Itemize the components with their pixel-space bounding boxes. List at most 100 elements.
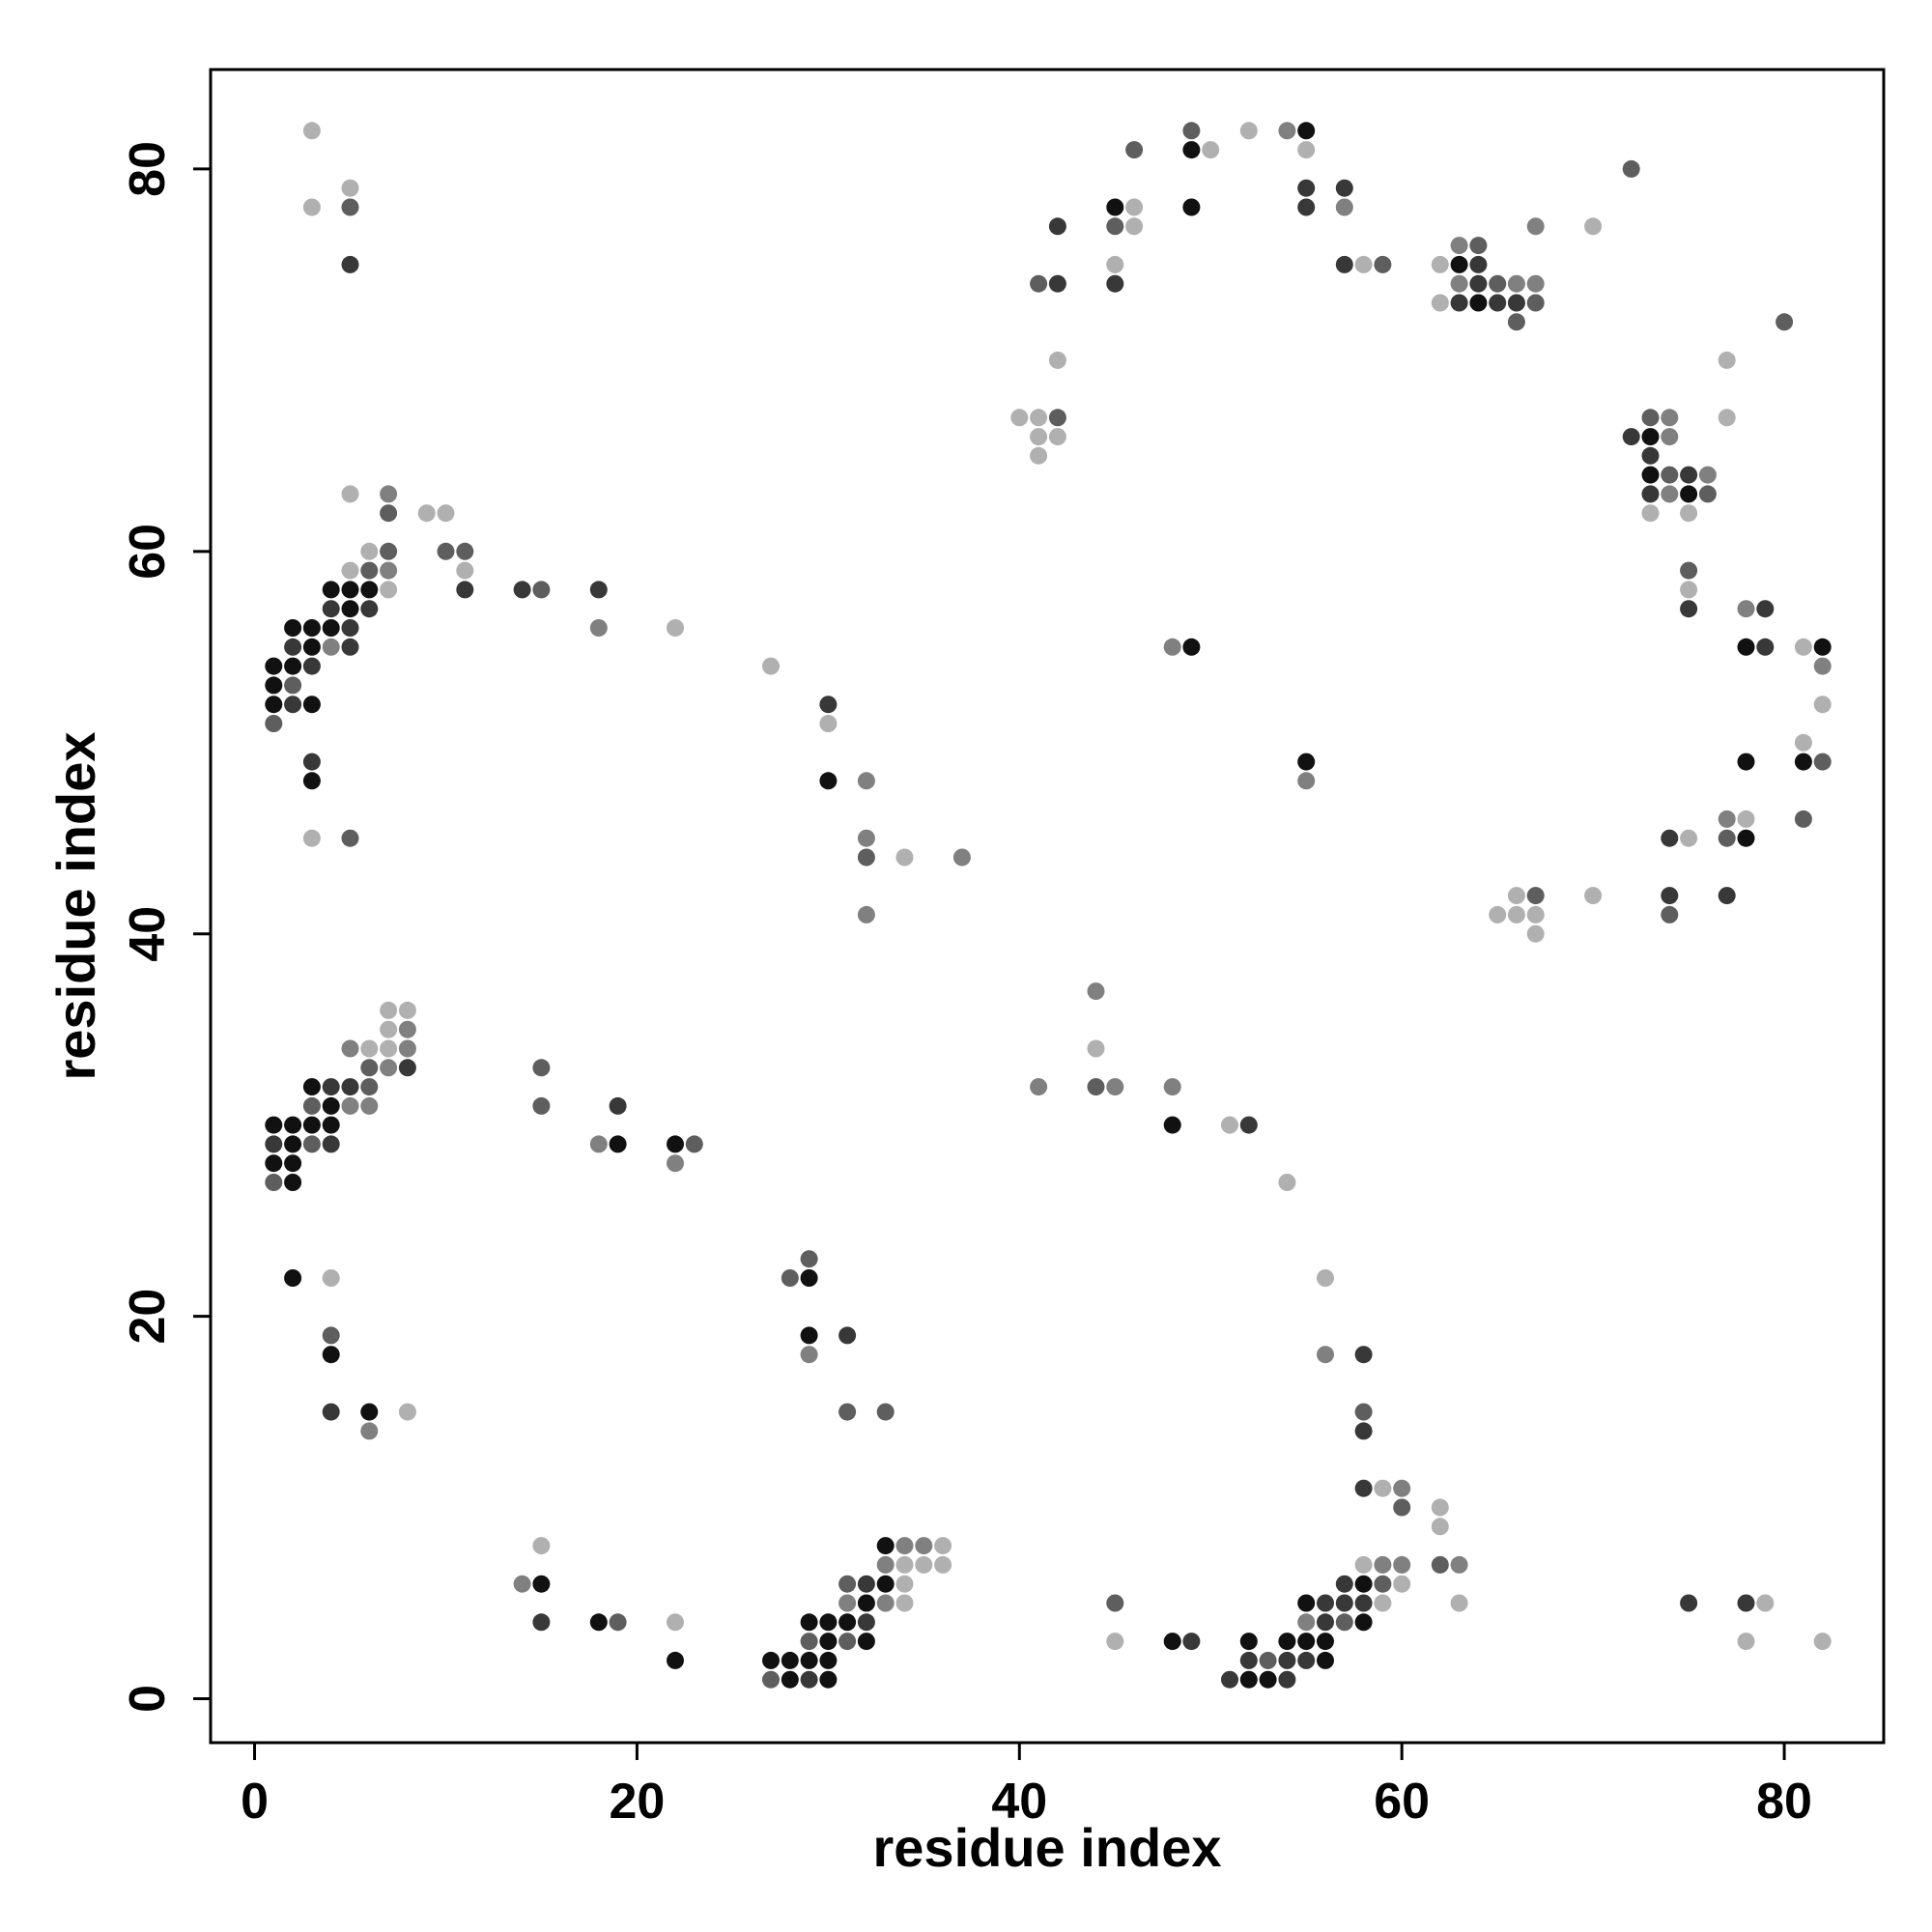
data-point — [915, 1555, 933, 1574]
data-point — [532, 581, 551, 599]
data-point — [1297, 198, 1316, 216]
data-point — [1737, 1633, 1755, 1651]
data-point — [1030, 428, 1048, 446]
data-point — [1680, 829, 1698, 847]
data-point — [857, 772, 875, 790]
data-point — [1526, 905, 1545, 923]
x-tick-label: 0 — [241, 1774, 269, 1830]
y-tick-label: 0 — [120, 1685, 176, 1713]
data-point — [456, 561, 474, 580]
data-point — [1374, 1479, 1392, 1497]
data-point — [1431, 255, 1449, 273]
data-point — [1393, 1555, 1411, 1574]
x-tick-label: 80 — [1756, 1774, 1812, 1830]
data-point — [838, 1633, 857, 1651]
data-point — [857, 829, 875, 847]
data-point — [341, 619, 359, 637]
data-point — [1641, 409, 1660, 427]
data-point — [1106, 274, 1124, 293]
data-point — [1163, 638, 1181, 656]
data-point — [1393, 1498, 1411, 1517]
data-point — [1354, 1613, 1373, 1632]
data-point — [1239, 1116, 1258, 1134]
data-point — [302, 1116, 321, 1134]
data-point — [1661, 829, 1679, 847]
data-point — [589, 1135, 608, 1153]
data-point — [915, 1537, 933, 1555]
data-point — [819, 1613, 838, 1632]
data-point — [667, 1613, 684, 1632]
data-point — [1526, 294, 1545, 312]
data-point — [762, 657, 780, 675]
data-point — [667, 1154, 684, 1173]
data-point — [360, 1403, 379, 1421]
data-point — [398, 1020, 416, 1038]
data-point — [302, 753, 321, 771]
data-point — [380, 1039, 398, 1058]
data-point — [265, 676, 283, 695]
data-point — [1182, 141, 1201, 159]
data-point — [302, 1096, 321, 1115]
data-point — [1010, 409, 1029, 427]
data-point — [1680, 561, 1698, 580]
data-point — [1163, 1633, 1181, 1651]
data-point — [857, 1594, 875, 1612]
data-point — [838, 1326, 857, 1345]
data-point — [838, 1594, 857, 1612]
data-point — [265, 1135, 283, 1153]
data-point — [1756, 600, 1775, 618]
data-point — [360, 1078, 379, 1096]
data-point — [1622, 428, 1640, 446]
data-point — [1335, 1613, 1353, 1632]
data-point — [1221, 1670, 1238, 1689]
x-axis-title: residue index — [872, 1817, 1221, 1878]
data-point — [1163, 1078, 1181, 1096]
data-point — [1526, 217, 1545, 236]
data-point — [380, 1001, 398, 1019]
data-point — [1526, 924, 1545, 943]
data-point — [895, 848, 914, 867]
data-point — [1297, 1594, 1316, 1612]
data-point — [667, 1135, 684, 1153]
data-point — [1182, 122, 1201, 140]
data-point — [360, 1096, 379, 1115]
data-point — [1584, 217, 1603, 236]
data-point — [1813, 753, 1832, 771]
data-point — [1489, 905, 1507, 923]
data-point — [360, 542, 379, 560]
data-point — [1354, 1403, 1373, 1421]
data-point — [1450, 1594, 1468, 1612]
data-point — [1450, 294, 1468, 312]
data-point — [819, 1670, 838, 1689]
data-point — [513, 581, 531, 599]
data-point — [1030, 409, 1048, 427]
data-point — [1335, 1594, 1353, 1612]
data-point — [341, 1039, 359, 1058]
data-point — [1718, 887, 1736, 905]
data-point — [1680, 466, 1698, 484]
data-point — [1182, 638, 1201, 656]
data-point — [857, 1613, 875, 1632]
data-point — [1317, 1594, 1334, 1612]
data-point — [1737, 600, 1755, 618]
data-point — [1335, 255, 1353, 273]
data-point — [265, 1116, 283, 1134]
data-point — [1794, 638, 1812, 656]
data-point — [1354, 1422, 1373, 1440]
data-point — [380, 1020, 398, 1038]
data-point — [685, 1135, 703, 1153]
y-tick-label: 20 — [120, 1289, 176, 1345]
data-point — [1507, 887, 1525, 905]
data-point — [265, 1154, 283, 1173]
data-point — [800, 1346, 818, 1364]
data-point — [302, 619, 321, 637]
data-point — [1163, 1116, 1181, 1134]
data-point — [1278, 122, 1296, 140]
data-point — [360, 1059, 379, 1077]
data-point — [456, 581, 474, 599]
data-point — [380, 561, 398, 580]
data-point — [1239, 1651, 1258, 1669]
data-point — [1661, 409, 1679, 427]
data-point — [1469, 255, 1488, 273]
